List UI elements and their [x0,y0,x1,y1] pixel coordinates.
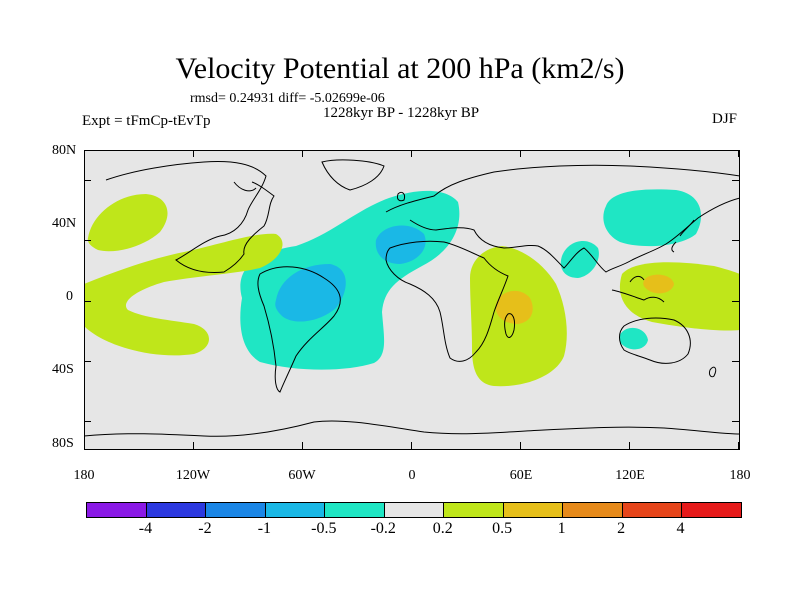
y-tick-right [732,360,739,362]
lon-label-180e: 180 [729,468,751,483]
x-tick-top [520,150,521,157]
map-title: Velocity Potential at 200 hPa (km2/s) [175,52,625,85]
lon-label-120e: 120E [615,468,645,483]
x-tick-top [629,150,630,157]
colorbar-label-3: -0.5 [311,520,337,537]
neg-region-india [560,241,599,278]
coast-eurasia [385,164,740,273]
map-panel [84,150,740,450]
pos-region-pacific-east [84,233,283,356]
x-tick-top [302,150,303,157]
colorbar-swatch-3 [265,503,326,517]
lat-label-eq: 0 [66,289,73,304]
pos-core-wpacific [643,274,674,294]
pos-core-africa [495,290,533,324]
colorbar-label-4: -0.2 [370,520,396,537]
colorbar [86,502,742,518]
coast-japan [671,219,695,253]
lon-label-60w: 60W [288,468,316,483]
coast-hudson [233,181,257,192]
x-tick-top [84,150,85,157]
colorbar-swatch-10 [682,503,742,517]
colorbar-label-1: -2 [198,520,212,537]
coast-madagascar [504,313,515,338]
y-tick-right [732,180,739,182]
x-tick-top [411,150,412,157]
lat-label-40s: 40S [52,362,74,377]
coast-nz [709,366,717,378]
neg-core-samerica [275,264,346,322]
coast-indonesia [611,275,665,303]
season-label: DJF [712,111,738,127]
lon-label-120w: 120W [175,468,211,483]
coast-south-america [257,266,341,393]
colorbar-swatch-7 [503,503,564,517]
colorbar-label-8: 2 [617,520,626,537]
coast-greenland [321,159,385,191]
y-tick-right [732,420,739,422]
colorbar-swatch-6 [444,503,504,517]
colorbar-swatch-0 [87,503,147,517]
experiment-label: Expt = tFmCp-tEvTp [82,113,211,129]
y-tick [84,420,91,422]
colorbar-swatch-1 [146,503,207,517]
colorbar-swatch-5 [384,503,445,517]
x-tick [84,442,85,449]
colorbar-label-2: -1 [257,520,272,537]
map-svg [84,159,740,437]
colorbar-swatch-2 [206,503,266,517]
coast-uk [397,191,405,202]
pos-region-pacific-north [87,194,168,252]
lon-label-0: 0 [408,468,416,483]
coast-australia [619,317,691,364]
x-tick [738,442,739,449]
colorbar-label-7: 1 [557,520,566,537]
y-tick-right [732,240,739,242]
lat-label-80s: 80S [52,436,74,451]
y-tick [84,360,91,362]
colorbar-swatch-4 [325,503,385,517]
y-tick [84,300,91,302]
time-period: 1228kyr BP - 1228kyr BP [323,105,480,121]
coast-africa [385,240,509,362]
x-tick [193,442,194,449]
neg-region-npacific [603,189,702,247]
y-tick [84,240,91,242]
lat-label-80n: 80N [52,143,77,158]
colorbar-label-0: -4 [138,520,153,537]
x-tick [411,442,412,449]
rmsd-stats: rmsd= 0.24931 diff= -5.02699e-06 [190,91,385,106]
y-tick [84,180,91,182]
x-tick [629,442,630,449]
colorbar-swatch-9 [622,503,683,517]
lon-label-60e: 60E [509,468,533,483]
lat-label-40n: 40N [52,216,77,231]
colorbar-label-9: 4 [676,520,685,537]
colorbar-swatch-8 [563,503,623,517]
coastlines [84,159,740,437]
x-tick [520,442,521,449]
neg-region-australia [619,327,648,350]
colorbar-label-5: 0.2 [432,520,453,537]
x-tick-top [193,150,194,157]
x-tick-top [738,150,739,157]
y-tick-right [732,300,739,302]
lon-label-180w: 180 [73,468,95,483]
contour-fills [84,189,740,387]
x-tick [302,442,303,449]
coast-antarctica [84,420,740,437]
coast-north-america [105,161,275,273]
colorbar-label-6: 0.5 [492,520,513,537]
